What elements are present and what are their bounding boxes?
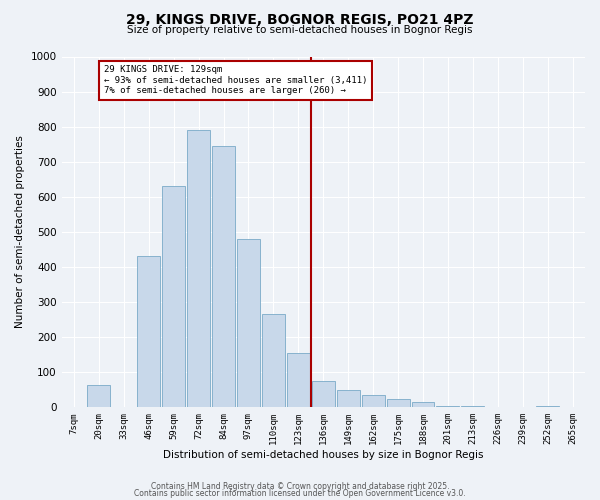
Bar <box>287 353 310 408</box>
Y-axis label: Number of semi-detached properties: Number of semi-detached properties <box>15 136 25 328</box>
Bar <box>187 130 210 407</box>
Text: Contains HM Land Registry data © Crown copyright and database right 2025.: Contains HM Land Registry data © Crown c… <box>151 482 449 491</box>
Bar <box>412 402 434 407</box>
Bar <box>237 239 260 408</box>
Text: 29 KINGS DRIVE: 129sqm
← 93% of semi-detached houses are smaller (3,411)
7% of s: 29 KINGS DRIVE: 129sqm ← 93% of semi-det… <box>104 66 367 95</box>
Text: Size of property relative to semi-detached houses in Bognor Regis: Size of property relative to semi-detach… <box>127 25 473 35</box>
Bar <box>137 256 160 408</box>
Bar <box>212 146 235 407</box>
Bar <box>536 406 559 407</box>
Bar <box>312 381 335 407</box>
Bar <box>362 395 385 407</box>
Bar <box>88 384 110 407</box>
Text: Contains public sector information licensed under the Open Government Licence v3: Contains public sector information licen… <box>134 490 466 498</box>
Bar <box>461 406 484 407</box>
Bar <box>386 398 410 407</box>
Bar <box>337 390 359 407</box>
Bar <box>262 314 285 408</box>
Bar <box>162 186 185 408</box>
Text: 29, KINGS DRIVE, BOGNOR REGIS, PO21 4PZ: 29, KINGS DRIVE, BOGNOR REGIS, PO21 4PZ <box>126 12 474 26</box>
X-axis label: Distribution of semi-detached houses by size in Bognor Regis: Distribution of semi-detached houses by … <box>163 450 484 460</box>
Bar <box>436 406 460 407</box>
